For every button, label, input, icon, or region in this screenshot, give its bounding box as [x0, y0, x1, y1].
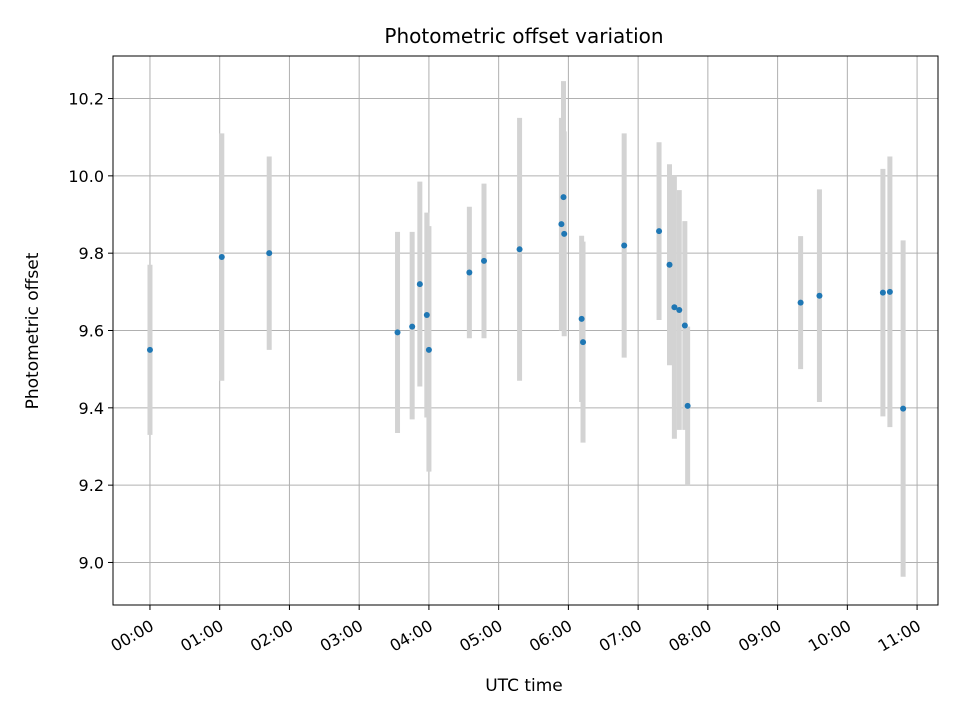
data-point: [671, 304, 678, 311]
data-point: [409, 323, 416, 330]
data-point: [423, 312, 430, 319]
data-point: [425, 346, 432, 353]
y-tick-label: 10.2: [68, 90, 104, 109]
x-tick-label: 06:00: [526, 616, 575, 656]
chart-title: Photometric offset variation: [384, 24, 663, 48]
data-point: [681, 322, 688, 329]
y-axis-title: Photometric offset: [23, 252, 43, 409]
data-point: [561, 230, 568, 237]
data-point: [558, 221, 565, 228]
x-tick-label: 08:00: [665, 616, 714, 656]
data-point: [684, 402, 691, 409]
data-point: [879, 289, 886, 296]
data-point: [560, 194, 567, 201]
x-axis: 00:00 01:00 02:00 03:00 04:00 05:00 06:00 07:00…: [108, 605, 924, 656]
data-point: [481, 257, 488, 264]
y-axis: 9.0 9.2 9.4 9.6 9.8 10.0 10.2: [68, 90, 113, 572]
error-bars: [147, 81, 906, 577]
x-tick-label: 09:00: [735, 616, 784, 656]
x-tick-label: 05:00: [456, 616, 505, 656]
data-point: [416, 281, 423, 288]
data-point: [621, 242, 628, 249]
x-tick-label: 07:00: [596, 616, 645, 656]
y-tick-label: 9.4: [79, 399, 104, 418]
x-axis-title: UTC time: [485, 676, 563, 696]
data-point: [578, 315, 585, 322]
data-point: [516, 246, 523, 253]
data-point: [797, 299, 804, 306]
data-point: [466, 269, 473, 276]
data-point: [146, 346, 153, 353]
y-tick-label: 9.6: [79, 322, 104, 341]
data-point: [394, 329, 401, 336]
x-tick-label: 01:00: [177, 616, 226, 656]
data-point: [266, 250, 273, 257]
data-point: [900, 405, 907, 412]
data-point: [886, 288, 893, 295]
data-point: [656, 228, 663, 235]
x-tick-label: 04:00: [386, 616, 435, 656]
y-tick-label: 10.0: [68, 167, 104, 186]
y-tick-label: 9.8: [79, 244, 104, 263]
data-point: [218, 254, 225, 261]
data-point: [666, 261, 673, 268]
data-point: [676, 307, 683, 314]
x-tick-label: 11:00: [875, 616, 924, 656]
x-tick-label: 10:00: [805, 616, 854, 656]
x-tick-label: 03:00: [317, 616, 366, 656]
grid-lines: [113, 56, 938, 605]
data-points: [146, 194, 907, 412]
y-tick-label: 9.0: [79, 553, 104, 572]
x-tick-label: 00:00: [108, 616, 157, 656]
y-tick-label: 9.2: [79, 476, 104, 495]
data-point: [580, 339, 587, 346]
x-tick-label: 02:00: [247, 616, 296, 656]
data-point: [816, 292, 823, 299]
